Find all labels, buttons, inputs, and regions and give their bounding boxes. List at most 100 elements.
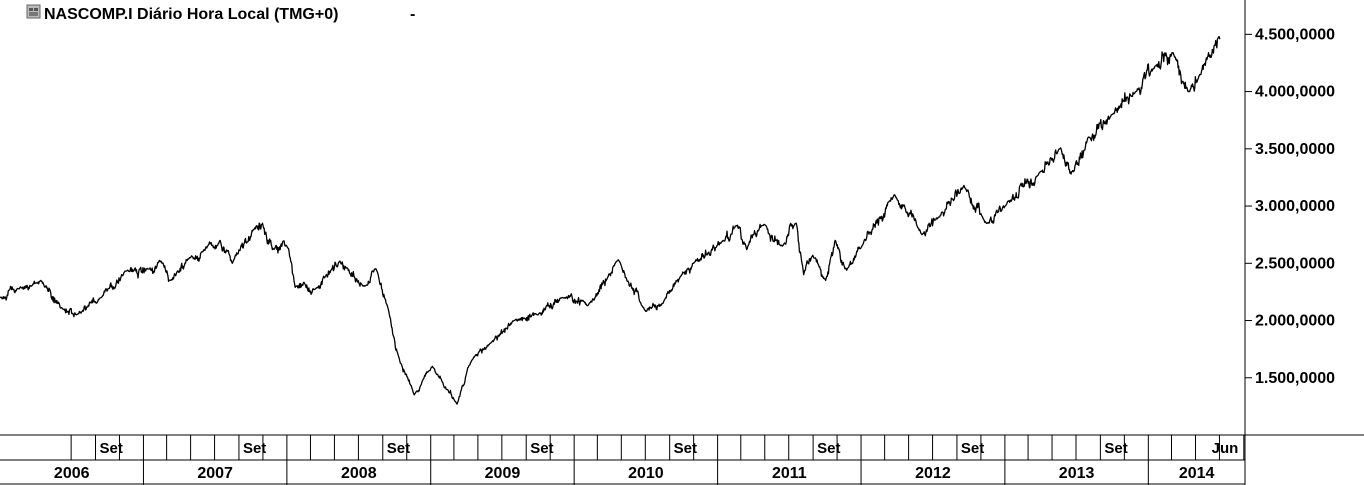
series-layer [0,35,1221,405]
series-point [363,286,364,287]
series-point [662,303,663,304]
series-point [513,320,514,321]
series-point [537,314,538,315]
y-tick-label: 2.000,0000 [1255,313,1335,330]
series-point [262,223,263,224]
series-point [170,280,171,281]
chart-window-icon[interactable] [26,4,41,19]
month-label: Set [387,440,410,457]
series-point [76,314,77,315]
series-point [489,343,490,344]
series-point [782,246,783,247]
series-point [254,228,255,229]
series-point [986,223,987,224]
month-label: Set [817,440,840,457]
series-point [232,263,233,264]
y-tick-label: 2.500,0000 [1255,255,1335,272]
series-point [1073,171,1074,172]
series-point [763,224,764,225]
year-label: 2014 [1179,465,1215,482]
series-point [124,271,125,272]
series-point [1005,205,1006,206]
series-point [1172,52,1173,53]
series-point [618,259,619,260]
series-point [736,225,737,226]
series-point [456,403,457,404]
series-point [219,240,220,241]
chart-title: NASCOMP.I Diário Hora Local (TMG+0) [44,6,338,23]
series-point [1200,74,1201,75]
series-point [100,297,101,298]
series-point [286,246,287,247]
series-point [894,194,895,195]
y-axis: 1.500,0000 2.000,0000 2.500,0000 3.000,0000… [1245,26,1335,387]
series-point [1088,137,1089,138]
series-point [1153,68,1154,69]
series-point [398,354,399,355]
year-label: 2009 [485,465,521,482]
series-point [190,257,191,258]
series-point [825,280,826,281]
series-point [202,251,203,252]
year-label: 2010 [628,465,664,482]
y-tick-label: 3.500,0000 [1255,141,1335,158]
year-label: 2006 [54,465,90,482]
y-tick-label: 1.500,0000 [1255,370,1335,387]
price-series-line [0,35,1221,405]
series-point [861,246,862,247]
series-point [1189,91,1190,92]
series-point [1135,91,1136,92]
month-label: Set [530,440,553,457]
year-label: 2007 [197,465,233,482]
month-axis: Set Set Set Set Set Set Set Set Jun [70,435,1245,460]
series-point [963,185,964,186]
series-point [295,287,296,288]
month-label: Jun [1212,440,1239,457]
series-point [315,288,316,289]
series-point [375,268,376,269]
series-point [921,234,922,235]
year-label: 2008 [341,465,377,482]
series-point [645,311,646,312]
series-point [561,297,562,298]
series-point [432,366,433,367]
series-point [796,223,797,224]
year-label: 2013 [1059,465,1095,482]
series-point [723,240,724,241]
series-point [1220,38,1221,39]
series-point [1059,148,1060,149]
series-point [162,263,163,264]
series-point [17,288,18,289]
series-point [587,305,588,306]
month-label: Set [674,440,697,457]
year-axis: 2006 2007 2008 2009 2010 2011 2012 2013 2014 [54,460,1215,485]
series-point [471,360,472,361]
series-point [835,240,836,241]
series-point [937,217,938,218]
series-point [803,274,804,275]
series-point [812,255,813,256]
y-tick-label: 4.500,0000 [1255,26,1335,43]
title-dropdown-icon[interactable]: - [410,6,415,23]
y-tick-label: 4.000,0000 [1255,84,1335,101]
series-point [148,268,149,269]
series-point [1211,57,1212,58]
series-point [40,280,41,281]
series-point [1040,171,1041,172]
series-point [388,308,389,309]
y-tick-label: 3.000,0000 [1255,198,1335,215]
series-point [1111,114,1112,115]
year-label: 2011 [772,465,807,482]
series-point [746,249,747,250]
series-point [680,275,681,276]
month-label: Set [99,440,122,457]
series-point [846,270,847,271]
series-point [62,308,63,309]
series-point [693,263,694,264]
series-point [414,394,415,395]
series-point [339,260,340,261]
month-label: Set [961,440,984,457]
month-label: Set [243,440,266,457]
series-point [346,267,347,268]
